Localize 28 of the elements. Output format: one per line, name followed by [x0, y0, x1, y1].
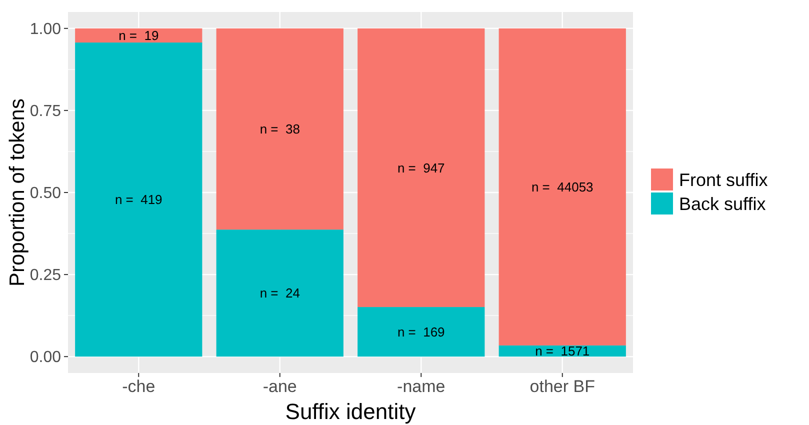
legend-label: Back suffix — [679, 194, 766, 214]
annotation: n = 419 — [114, 192, 162, 208]
annotation: n = 947 — [397, 160, 445, 176]
bar — [498, 28, 626, 346]
y-tick-label: 0.75 — [30, 103, 62, 120]
x-tick-label: -name — [397, 377, 446, 396]
bar — [358, 28, 485, 308]
x-tick-label: other BF — [530, 377, 595, 396]
x-tick-label: -ane — [262, 377, 297, 396]
y-tick-label: 0.25 — [30, 267, 62, 284]
y-tick-label: 0.50 — [30, 185, 62, 202]
y-tick-label: 1.00 — [30, 21, 62, 38]
annotation: n = 38 — [260, 122, 300, 137]
annotation: n = 44053 — [531, 179, 594, 194]
legend-label: Front suffix — [679, 170, 768, 190]
x-tick-label: -che — [122, 377, 156, 396]
bar — [75, 28, 202, 43]
annotation: n = 19 — [118, 28, 159, 44]
y-tick-label: 0.00 — [30, 349, 62, 366]
annotation: n = 1571 — [535, 344, 590, 359]
y-axis-title: Proportion of tokens — [6, 98, 29, 286]
annotation: n = 169 — [397, 324, 445, 340]
bar — [75, 42, 202, 357]
annotation: n = 24 — [260, 286, 300, 301]
bar — [216, 230, 344, 357]
bar — [358, 307, 485, 357]
x-axis-title: Suffix identity — [285, 399, 416, 424]
bar — [216, 28, 344, 230]
